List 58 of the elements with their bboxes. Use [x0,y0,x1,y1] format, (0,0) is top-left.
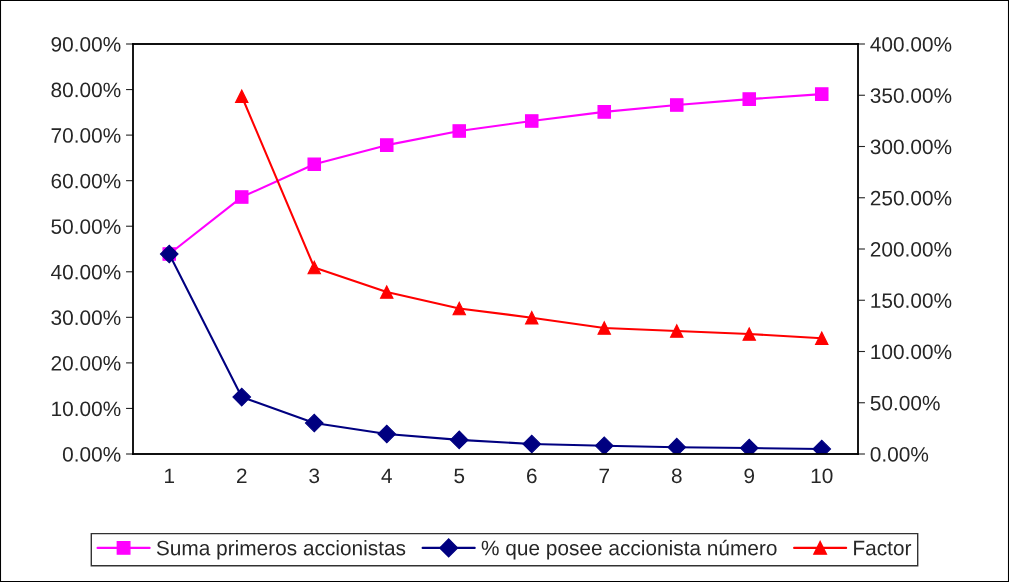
point [449,430,469,450]
point [307,157,322,172]
y2-tick-label: 400.00% [870,37,952,52]
x-tick-label: 7 [599,468,609,483]
y2-tick-label: 100.00% [871,344,952,360]
y-tick-label: 30.00% [51,310,121,326]
point [524,114,539,128]
point [232,387,252,407]
y2-tick-label: 50.00% [870,395,940,411]
y2-tick-label: 150.00% [871,293,952,308]
y2-tick-label: 350.00% [870,88,952,103]
point [594,436,614,454]
point [597,105,612,119]
point [379,138,394,152]
x-tick-label: 9 [744,468,755,484]
y-tick-label: 50.00% [51,219,121,234]
legend-label: Suma primeros accionistas [156,540,406,560]
point [522,434,542,454]
y-tick-label: 0.00% [62,447,121,462]
point [304,413,324,433]
y-tick-label: 70.00% [51,128,121,143]
point [377,424,397,444]
point [742,92,757,106]
x-tick-label: 5 [454,468,465,484]
x-tick-label: 10 [811,468,833,484]
x-tick-label: 8 [671,468,682,484]
y-tick-label: 10.00% [52,401,121,417]
point [234,190,249,204]
y2-tick-label: 200.00% [870,242,952,257]
point [667,437,687,454]
y-tick-label: 60.00% [51,173,121,189]
point [814,87,829,101]
point [669,98,684,112]
point [597,321,612,335]
y-tick-label: 20.00% [51,355,121,371]
y2-tick-label: 0.00% [870,447,929,462]
point [307,260,322,275]
point [739,438,759,454]
point [814,331,829,345]
x-tick-label: 1 [165,468,175,483]
legend-label: % que posee accionista número [481,539,777,560]
point [742,327,757,341]
x-tick-label: 2 [237,468,247,483]
point [452,124,467,138]
y-tick-label: 80.00% [51,82,121,98]
y-tick-label: 40.00% [51,264,121,280]
y2-tick-label: 250.00% [870,190,952,206]
point [234,89,249,104]
x-tick-label: 4 [381,468,392,483]
y2-tick-label: 300.00% [870,139,952,155]
point [524,310,539,325]
legend-label: Factor [854,540,912,556]
point [379,285,394,299]
x-tick-label: 6 [527,468,537,484]
y-tick-label: 90.00% [51,37,121,52]
point [669,324,684,338]
x-tick-label: 3 [309,468,320,484]
point [452,301,467,316]
